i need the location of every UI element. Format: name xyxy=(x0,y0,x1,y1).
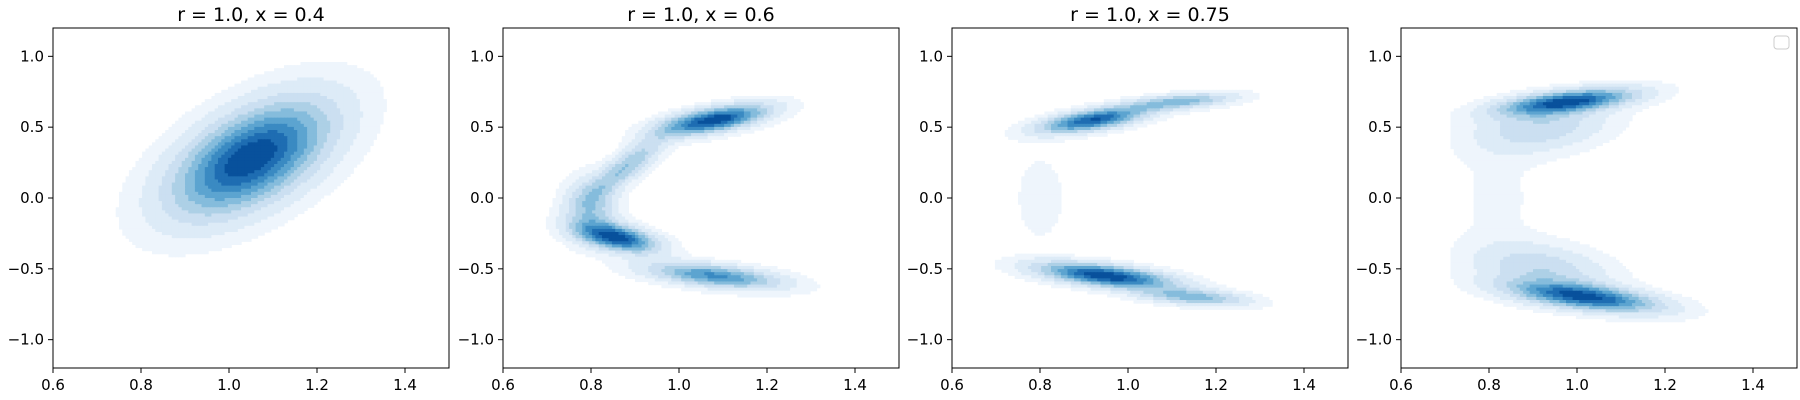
y-tick-label: 0.0 xyxy=(470,189,494,207)
x-tick-label: 0.8 xyxy=(579,376,603,394)
y-tick-label: 0.5 xyxy=(20,118,44,136)
x-tick-label: 0.8 xyxy=(1028,376,1052,394)
y-tick-label: −1.0 xyxy=(8,331,44,349)
y-tick-label: 0.0 xyxy=(1368,189,1392,207)
x-tick-label: 1.0 xyxy=(1565,376,1589,394)
x-tick-label: 1.2 xyxy=(755,376,779,394)
panel-title: r = 1.0, x = 0.4 xyxy=(177,4,325,26)
y-tick-label: 1.0 xyxy=(20,47,44,65)
x-tick-label: 0.6 xyxy=(491,376,515,394)
y-tick-label: −0.5 xyxy=(1356,260,1392,278)
x-tick-label: 1.4 xyxy=(1741,376,1765,394)
x-tick-label: 0.6 xyxy=(1389,376,1413,394)
y-tick-label: −0.5 xyxy=(907,260,943,278)
panel-title: r = 1.0, x = 0.6 xyxy=(627,4,775,26)
y-tick-label: −0.5 xyxy=(8,260,44,278)
y-tick-label: 0.0 xyxy=(919,189,943,207)
y-tick-label: 0.5 xyxy=(1368,118,1392,136)
x-tick-label: 1.0 xyxy=(667,376,691,394)
y-tick-label: −0.5 xyxy=(458,260,494,278)
density-contours xyxy=(545,96,821,298)
y-tick-label: 0.0 xyxy=(20,189,44,207)
axes-frame xyxy=(951,27,1349,369)
y-tick-label: 1.0 xyxy=(919,47,943,65)
x-tick-label: 1.4 xyxy=(1292,376,1316,394)
y-tick-label: 1.0 xyxy=(1368,47,1392,65)
x-tick-label: 1.2 xyxy=(1653,376,1677,394)
panel-title: r = 1.0, x = 0.75 xyxy=(1070,4,1230,26)
y-tick-label: −1.0 xyxy=(458,331,494,349)
x-tick-label: 1.4 xyxy=(393,376,417,394)
x-tick-label: 1.2 xyxy=(1204,376,1228,394)
panel-4: 0.6 0.8 1.0 1.2 1.4 −1.0 −0.5 0.0 0.5 1.0 xyxy=(1356,27,1798,394)
x-tick-label: 1.4 xyxy=(843,376,867,394)
density-contours xyxy=(1450,80,1709,323)
panel-3: 0.6 0.8 1.0 1.2 1.4 −1.0 −0.5 0.0 0.5 1.0 r = 1.0,… xyxy=(907,4,1349,394)
panel-1: 0.6 0.8 1.0 1.2 1.4 −1.0 −0.5 0.0 0.5 1.0 r = 1.0,… xyxy=(8,4,450,394)
x-tick-label: 1.2 xyxy=(305,376,329,394)
x-tick-label: 1.0 xyxy=(1116,376,1140,394)
y-tick-label: 0.5 xyxy=(919,118,943,136)
panel-2: 0.6 0.8 1.0 1.2 1.4 −1.0 −0.5 0.0 0.5 1.0 r = 1.0,… xyxy=(458,4,900,394)
x-tick-label: 0.6 xyxy=(41,376,65,394)
legend-box xyxy=(1773,35,1790,50)
y-tick-label: 0.5 xyxy=(470,118,494,136)
x-tick-label: 0.8 xyxy=(1477,376,1501,394)
y-tick-label: −1.0 xyxy=(907,331,943,349)
density-contours xyxy=(994,89,1273,310)
y-tick-label: 1.0 xyxy=(470,47,494,65)
x-tick-label: 1.0 xyxy=(217,376,241,394)
y-tick-label: −1.0 xyxy=(1356,331,1392,349)
x-tick-label: 0.8 xyxy=(129,376,153,394)
x-tick-label: 0.6 xyxy=(940,376,964,394)
density-contours xyxy=(115,62,387,258)
